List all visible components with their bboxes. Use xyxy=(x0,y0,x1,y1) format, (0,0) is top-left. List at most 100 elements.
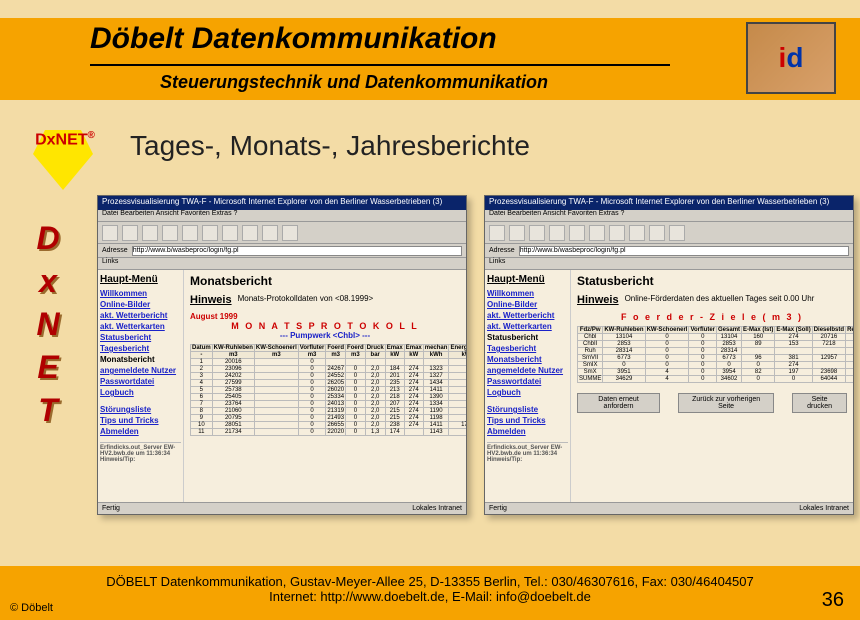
ie-links-bar[interactable]: Links xyxy=(98,258,466,270)
sidebar-item[interactable]: Logbuch xyxy=(487,388,568,397)
side-menu: Haupt-Menü Willkommen Online-Bilder akt. W… xyxy=(485,270,571,502)
table-row: 1200160 xyxy=(191,359,467,366)
side-menu: Haupt-Menü Willkommen Online-Bilder akt. W… xyxy=(98,270,184,502)
hinweis-text: Monats-Protokolldaten von <08.1999> xyxy=(238,294,374,303)
ie-status-bar: Fertig Lokales Intranet xyxy=(485,502,853,514)
sidebar-item[interactable]: Abmelden xyxy=(487,427,568,436)
monats-table: DatumKW-RuhlebenKW-SchoenerlVorfluterFoe… xyxy=(190,344,466,436)
content-monatsbericht: Monatsbericht Hinweis Monats-Protokollda… xyxy=(184,270,466,502)
top-banner: Döbelt Datenkommunikation Steuerungstech… xyxy=(0,18,860,100)
stop-icon[interactable] xyxy=(142,225,158,241)
sidebar-item[interactable]: Passwortdatei xyxy=(100,377,181,386)
sidebar-item[interactable]: angemeldete Nutzer xyxy=(100,366,181,375)
report-heading: Statusbericht xyxy=(577,274,847,288)
back-icon[interactable] xyxy=(489,225,505,241)
page-title: Tages-, Monats-, Jahresberichte xyxy=(130,130,530,162)
table-row: 112173402202001,3174114314244230 xyxy=(191,429,467,436)
back-button[interactable]: Zurück zur vorherigen Seite xyxy=(678,393,774,413)
forward-icon[interactable] xyxy=(509,225,525,241)
sidebar-item[interactable]: akt. Wetterbericht xyxy=(487,311,568,320)
table-row: 92079502149302,0215274119821697464720 xyxy=(191,415,467,422)
mail-icon[interactable] xyxy=(649,225,665,241)
protokoll-title: M O N A T S P R O T O K O L L xyxy=(190,321,460,331)
sidebar-item[interactable]: Monatsbericht xyxy=(487,355,568,364)
table-row: Ruh283140028314 xyxy=(578,348,854,355)
address-input[interactable] xyxy=(519,246,849,256)
banner-title: Döbelt Datenkommunikation xyxy=(90,22,497,56)
sidebar-item[interactable]: Abmelden xyxy=(100,427,181,436)
ie-address-bar[interactable]: Adresse xyxy=(485,244,853,258)
sidebar-item[interactable]: Online-Bilder xyxy=(487,300,568,309)
sidebar-item[interactable]: Störungsliste xyxy=(487,405,568,414)
sidebar-item[interactable]: Logbuch xyxy=(100,388,181,397)
table-row: 82106002131902,0215274119023304470 xyxy=(191,408,467,415)
dxnet-badge-text: DxNET® xyxy=(10,130,120,149)
menu-footnote: Erfindicks.out_Server EW-HV2.bwb.de um 1… xyxy=(487,442,568,463)
ie-menubar[interactable]: Datei Bearbeiten Ansicht Favoriten Extra… xyxy=(485,210,853,222)
sidebar-item[interactable]: akt. Wetterbericht xyxy=(100,311,181,320)
sidebar-item[interactable]: Willkommen xyxy=(100,289,181,298)
menu-title: Haupt-Menü xyxy=(487,274,568,285)
favorites-icon[interactable] xyxy=(222,225,238,241)
copyright: © Döbelt xyxy=(10,602,53,614)
mail-icon[interactable] xyxy=(262,225,278,241)
company-logo: id xyxy=(746,22,836,94)
ie-titlebar: Prozessvisualisierung TWA-F - Microsoft … xyxy=(98,196,466,210)
sidebar-item[interactable]: Online-Bilder xyxy=(100,300,181,309)
table-row: SmX3951403954821972369800 xyxy=(578,369,854,376)
sidebar-item[interactable]: akt. Wetterkarten xyxy=(487,322,568,331)
report-heading: Monatsbericht xyxy=(190,274,460,288)
footer-line1: DÖBELT Datenkommunikation, Gustav-Meyer-… xyxy=(0,566,860,589)
banner-rule xyxy=(90,64,670,66)
search-icon[interactable] xyxy=(202,225,218,241)
sidebar-item[interactable]: angemeldete Nutzer xyxy=(487,366,568,375)
sidebar-item[interactable]: Statusbericht xyxy=(100,333,181,342)
refresh-icon[interactable] xyxy=(549,225,565,241)
stop-icon[interactable] xyxy=(529,225,545,241)
menu-footnote: Erfindicks.out_Server EW-HV2.bwb.de um 1… xyxy=(100,442,181,463)
address-input[interactable] xyxy=(132,246,462,256)
slide-footer: DÖBELT Datenkommunikation, Gustav-Meyer-… xyxy=(0,566,860,620)
sidebar-item[interactable]: Tips und Tricks xyxy=(100,416,181,425)
hinweis-text: Online-Förderdaten des aktuellen Tages s… xyxy=(625,294,815,303)
ie-toolbar[interactable] xyxy=(98,222,466,244)
sidebar-item[interactable]: Tips und Tricks xyxy=(487,416,568,425)
table-row: 102805102665502,0238274141117049853000 xyxy=(191,422,467,429)
sidebar-item[interactable]: Passwortdatei xyxy=(487,377,568,386)
table-row: 42759902620502,02352741434191010354750 xyxy=(191,380,467,387)
table-row: 32420202455202,0201274132716588064520 xyxy=(191,373,467,380)
sidebar-item[interactable]: Störungsliste xyxy=(100,405,181,414)
table-row: SmIX0000027400 xyxy=(578,362,854,369)
table-row: ChbII2853002853891537218 xyxy=(578,341,854,348)
search-icon[interactable] xyxy=(589,225,605,241)
menu-title: Haupt-Menü xyxy=(100,274,181,285)
footer-line2: Internet: http://www.doebelt.de, E-Mail:… xyxy=(0,589,860,604)
print-icon[interactable] xyxy=(282,225,298,241)
sidebar-item[interactable]: Willkommen xyxy=(487,289,568,298)
favorites-icon[interactable] xyxy=(609,225,625,241)
home-icon[interactable] xyxy=(569,225,585,241)
button-row: Daten erneut anfordern Zurück zur vorher… xyxy=(577,393,847,413)
refresh-icon[interactable] xyxy=(162,225,178,241)
print-icon[interactable] xyxy=(669,225,685,241)
history-icon[interactable] xyxy=(629,225,645,241)
ie-links-bar[interactable]: Links xyxy=(485,258,853,270)
ie-menubar[interactable]: Datei Bearbeiten Ansicht Favoriten Extra… xyxy=(98,210,466,222)
table-row: 72376402401302,02072741334023274580 xyxy=(191,401,467,408)
back-icon[interactable] xyxy=(102,225,118,241)
sidebar-item[interactable]: Monatsbericht xyxy=(100,355,181,364)
sidebar-item[interactable]: Tagesbericht xyxy=(487,344,568,353)
history-icon[interactable] xyxy=(242,225,258,241)
forward-icon[interactable] xyxy=(122,225,138,241)
ie-address-bar[interactable]: Adresse xyxy=(98,244,466,258)
print-page-button[interactable]: Seite drucken xyxy=(792,393,847,413)
table-row: 22309602426702,0184274132315756204550 xyxy=(191,366,467,373)
sidebar-item[interactable]: akt. Wetterkarten xyxy=(100,322,181,331)
sidebar-item[interactable]: Statusbericht xyxy=(487,333,568,342)
sidebar-item[interactable]: Tagesbericht xyxy=(100,344,181,353)
home-icon[interactable] xyxy=(182,225,198,241)
ie-toolbar[interactable] xyxy=(485,222,853,244)
refresh-data-button[interactable]: Daten erneut anfordern xyxy=(577,393,660,413)
banner-subtitle: Steuerungstechnik und Datenkommunikation xyxy=(160,72,548,93)
protokoll-sub: --- Pumpwerk <Chbl> --- xyxy=(190,331,460,340)
